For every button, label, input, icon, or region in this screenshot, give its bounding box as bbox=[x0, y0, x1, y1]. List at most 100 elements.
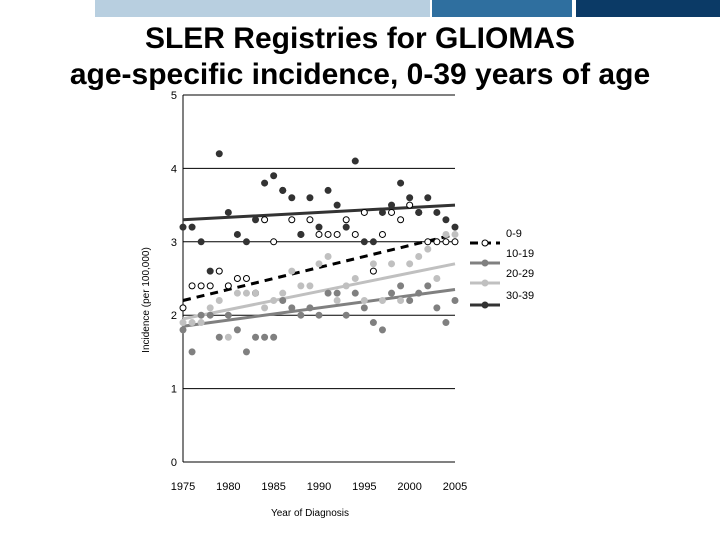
trend-line-0-9 bbox=[182, 233, 456, 302]
data-point-0-9 bbox=[224, 282, 232, 290]
data-point-30-39 bbox=[279, 186, 287, 194]
data-point-10-19 bbox=[242, 348, 250, 356]
data-point-0-9 bbox=[270, 238, 278, 246]
data-point-20-29 bbox=[451, 230, 459, 238]
y-tick-label: 0 bbox=[171, 457, 177, 469]
data-point-0-9 bbox=[369, 267, 377, 275]
data-point-30-39 bbox=[270, 172, 278, 180]
data-point-0-9 bbox=[333, 230, 341, 238]
data-point-10-19 bbox=[252, 333, 260, 341]
data-point-30-39 bbox=[224, 208, 232, 216]
data-point-0-9 bbox=[179, 304, 187, 312]
data-point-10-19 bbox=[306, 304, 314, 312]
data-point-10-19 bbox=[279, 297, 287, 305]
legend-label-20-29: 20-29 bbox=[506, 268, 534, 280]
data-point-20-29 bbox=[224, 333, 232, 341]
data-point-30-39 bbox=[315, 223, 323, 231]
data-point-0-9 bbox=[388, 208, 396, 216]
data-point-20-29 bbox=[261, 304, 269, 312]
header-band-segment-3 bbox=[432, 0, 572, 17]
data-point-30-39 bbox=[369, 238, 377, 246]
data-point-30-39 bbox=[233, 230, 241, 238]
data-point-10-19 bbox=[360, 304, 368, 312]
x-tick-label: 1995 bbox=[352, 481, 376, 493]
data-point-20-29 bbox=[415, 252, 423, 260]
data-point-30-39 bbox=[324, 186, 332, 194]
y-tick-label: 1 bbox=[171, 384, 177, 396]
data-point-0-9 bbox=[360, 208, 368, 216]
data-point-30-39 bbox=[252, 216, 260, 224]
data-point-0-9 bbox=[397, 216, 405, 224]
data-point-20-29 bbox=[388, 260, 396, 268]
trend-line-30-39 bbox=[182, 203, 456, 222]
x-tick-label: 1975 bbox=[171, 481, 195, 493]
data-point-20-29 bbox=[215, 297, 223, 305]
trend-line-20-29 bbox=[182, 262, 456, 321]
slide-title-line-2: age-specific incidence, 0-39 years of ag… bbox=[69, 58, 651, 91]
data-point-10-19 bbox=[424, 282, 432, 290]
data-point-30-39 bbox=[242, 238, 250, 246]
data-point-30-39 bbox=[415, 208, 423, 216]
data-point-20-29 bbox=[242, 289, 250, 297]
data-point-0-9 bbox=[324, 230, 332, 238]
trend-line-10-19 bbox=[182, 288, 456, 328]
legend-marker-20-29 bbox=[481, 279, 489, 287]
legend-marker-0-9 bbox=[481, 239, 489, 247]
data-point-10-19 bbox=[415, 289, 423, 297]
data-point-0-9 bbox=[188, 282, 196, 290]
data-point-10-19 bbox=[333, 289, 341, 297]
data-point-30-39 bbox=[451, 223, 459, 231]
data-point-20-29 bbox=[333, 297, 341, 305]
legend-label-30-39: 30-39 bbox=[506, 290, 534, 302]
slide-title-line-1: SLER Registries for GLIOMAS bbox=[144, 22, 576, 55]
data-point-30-39 bbox=[442, 216, 450, 224]
data-point-20-29 bbox=[252, 289, 260, 297]
data-point-10-19 bbox=[215, 333, 223, 341]
data-point-10-19 bbox=[197, 311, 205, 319]
legend-marker-10-19 bbox=[481, 259, 489, 267]
data-point-30-39 bbox=[351, 157, 359, 165]
data-point-10-19 bbox=[406, 297, 414, 305]
data-point-30-39 bbox=[378, 208, 386, 216]
data-point-10-19 bbox=[261, 333, 269, 341]
data-point-20-29 bbox=[306, 282, 314, 290]
data-point-30-39 bbox=[333, 201, 341, 209]
data-point-30-39 bbox=[206, 267, 214, 275]
data-point-10-19 bbox=[388, 289, 396, 297]
data-point-20-29 bbox=[270, 297, 278, 305]
data-point-30-39 bbox=[297, 230, 305, 238]
data-point-30-39 bbox=[406, 194, 414, 202]
data-point-10-19 bbox=[315, 311, 323, 319]
data-point-0-9 bbox=[406, 201, 414, 209]
data-point-30-39 bbox=[424, 194, 432, 202]
data-point-0-9 bbox=[342, 216, 350, 224]
data-point-20-29 bbox=[315, 260, 323, 268]
data-point-30-39 bbox=[197, 238, 205, 246]
x-tick-label: 2005 bbox=[443, 481, 467, 493]
data-point-0-9 bbox=[442, 238, 450, 246]
data-point-10-19 bbox=[397, 282, 405, 290]
data-point-30-39 bbox=[342, 223, 350, 231]
data-point-20-29 bbox=[424, 245, 432, 253]
data-point-10-19 bbox=[351, 289, 359, 297]
data-point-0-9 bbox=[378, 230, 386, 238]
data-point-0-9 bbox=[433, 238, 441, 246]
data-point-0-9 bbox=[306, 216, 314, 224]
data-point-20-29 bbox=[351, 275, 359, 282]
data-point-10-19 bbox=[224, 311, 232, 319]
data-point-20-29 bbox=[433, 275, 441, 282]
legend-label-0-9: 0-9 bbox=[506, 228, 522, 240]
data-point-0-9 bbox=[242, 275, 250, 282]
data-point-20-29 bbox=[297, 282, 305, 290]
legend-marker-30-39 bbox=[481, 301, 489, 309]
y-tick-label: 5 bbox=[171, 90, 177, 102]
data-point-20-29 bbox=[206, 304, 214, 312]
data-point-30-39 bbox=[215, 150, 223, 158]
header-color-band bbox=[0, 0, 720, 17]
data-point-10-19 bbox=[369, 319, 377, 327]
data-point-10-19 bbox=[297, 311, 305, 319]
data-point-0-9 bbox=[197, 282, 205, 290]
data-point-0-9 bbox=[288, 216, 296, 224]
data-point-10-19 bbox=[378, 326, 386, 334]
